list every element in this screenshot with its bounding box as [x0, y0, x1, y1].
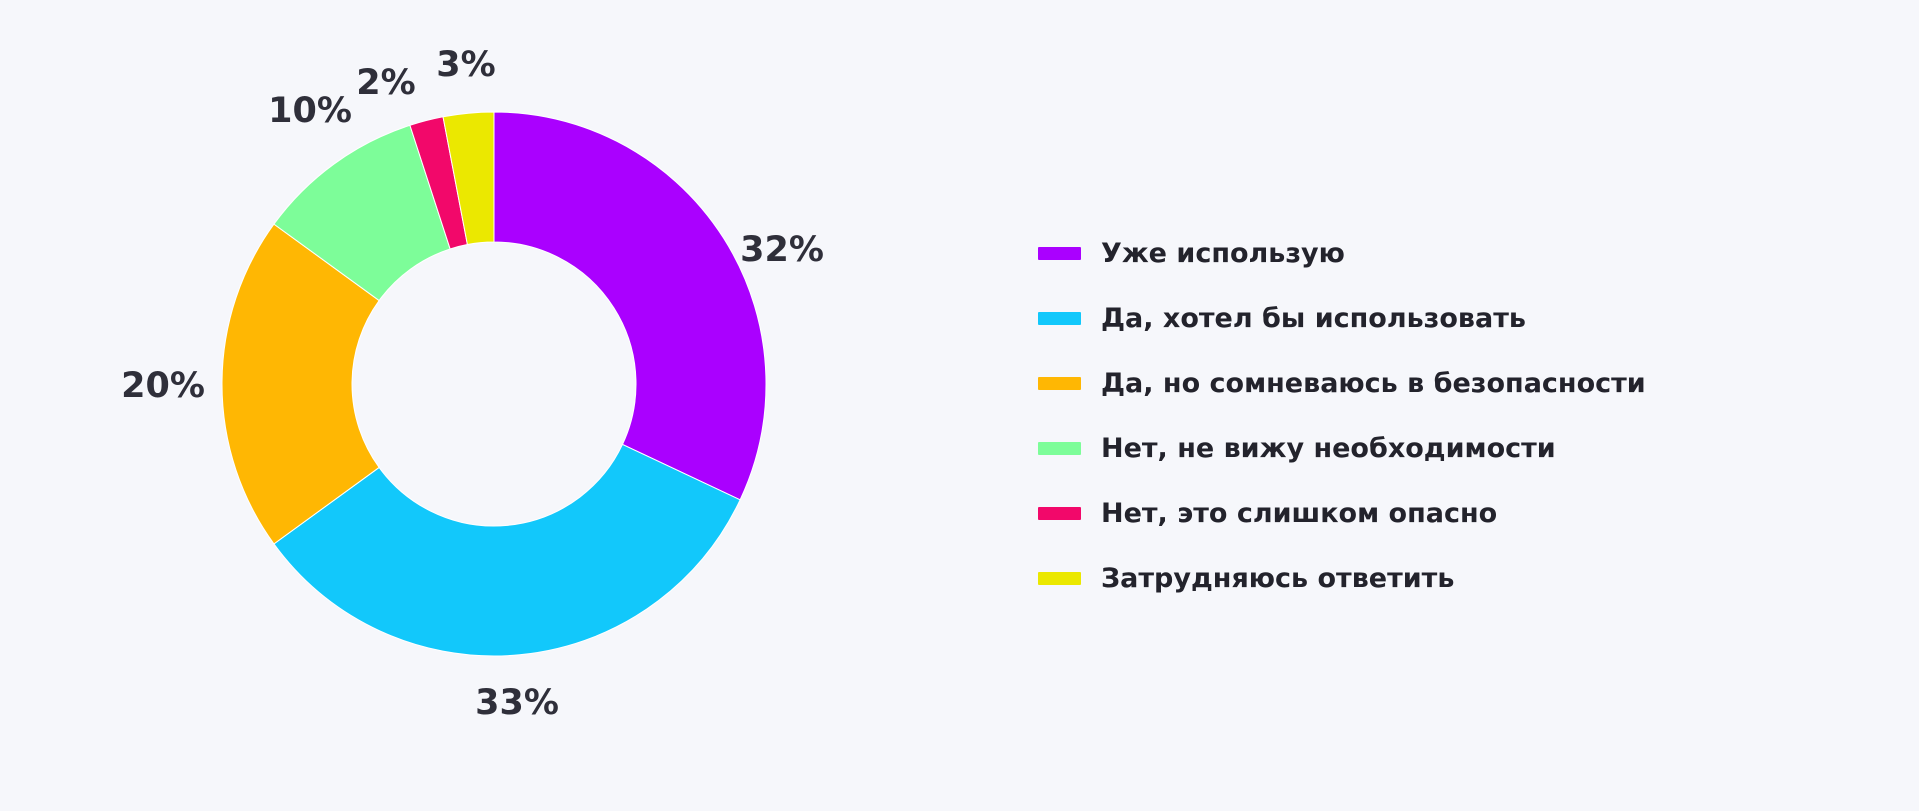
slice-percentage-label: 33%	[475, 683, 559, 723]
legend-item: Да, хотел бы использовать	[1038, 302, 1646, 334]
donut-slice	[273, 443, 741, 657]
donut-slice	[221, 223, 380, 545]
legend-swatch	[1038, 506, 1081, 520]
chart-legend: Уже использую Да, хотел бы использовать …	[1038, 238, 1646, 628]
legend-label: Нет, не вижу необходимости	[1101, 432, 1556, 464]
legend-swatch	[1038, 311, 1081, 325]
slice-percentage-label: 2%	[356, 63, 415, 103]
donut-slices	[221, 111, 767, 657]
legend-label: Уже использую	[1101, 237, 1345, 269]
legend-label: Нет, это слишком опасно	[1101, 497, 1498, 529]
slice-percentage-label: 10%	[268, 91, 352, 131]
legend-swatch	[1038, 246, 1081, 260]
legend-item: Да, но сомневаюсь в безопасности	[1038, 367, 1646, 399]
legend-item: Нет, это слишком опасно	[1038, 497, 1646, 529]
legend-swatch	[1038, 441, 1081, 455]
slice-percentage-label: 20%	[121, 366, 205, 406]
donut-slice	[442, 111, 495, 246]
slice-percentage-label: 32%	[740, 230, 824, 270]
donut-slice	[493, 111, 767, 501]
slice-percentage-label: 3%	[436, 45, 495, 85]
legend-swatch	[1038, 571, 1081, 585]
legend-label: Да, хотел бы использовать	[1101, 302, 1526, 334]
legend-swatch	[1038, 376, 1081, 390]
legend-item: Нет, не вижу необходимости	[1038, 432, 1646, 464]
percentage-labels: 32% 33% 20% 10%2% 3%	[121, 45, 824, 723]
donut-chart: 32% 33% 20% 10%2% 3%	[121, 45, 824, 723]
legend-label: Затрудняюсь ответить	[1101, 562, 1455, 594]
legend-item: Затрудняюсь ответить	[1038, 562, 1646, 594]
legend-item: Уже использую	[1038, 237, 1646, 269]
legend-label: Да, но сомневаюсь в безопасности	[1101, 367, 1646, 399]
